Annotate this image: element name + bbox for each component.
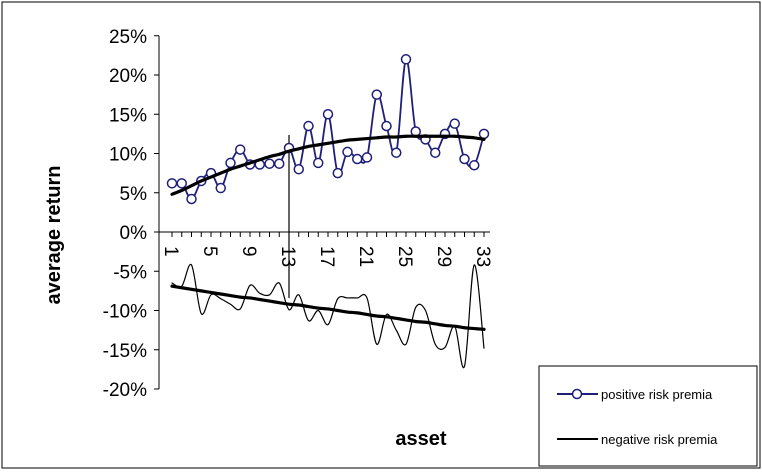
data-point xyxy=(215,182,226,194)
data-point xyxy=(342,146,353,158)
y-axis-title: average return xyxy=(43,166,65,305)
y-tick-label: 0% xyxy=(120,223,148,244)
data-point xyxy=(274,158,285,169)
data-point xyxy=(186,193,197,205)
data-point xyxy=(166,178,178,189)
data-point xyxy=(381,120,392,132)
data-point xyxy=(352,153,363,165)
plot-area xyxy=(166,54,490,369)
data-point xyxy=(430,147,441,158)
x-tick-label: 13 xyxy=(277,246,298,267)
x-tick-label: 17 xyxy=(316,246,337,267)
x-axis-title: asset xyxy=(395,428,446,450)
x-tick-label: 21 xyxy=(355,246,376,267)
y-tick-label: -10% xyxy=(103,302,147,323)
negative-risk-premia-line xyxy=(171,263,485,369)
y-tick-label: 10% xyxy=(109,145,147,166)
data-point xyxy=(459,153,470,165)
data-point xyxy=(322,109,334,120)
data-point xyxy=(176,178,187,189)
data-point xyxy=(293,163,304,175)
data-point xyxy=(303,120,314,132)
data-point xyxy=(235,144,246,155)
x-tick-label: 9 xyxy=(238,246,259,257)
x-tick-label: 29 xyxy=(433,246,454,267)
positive-trend-line xyxy=(170,134,486,196)
data-point xyxy=(264,158,275,169)
data-point xyxy=(332,167,343,179)
legend-marker-positive xyxy=(571,388,583,400)
data-point xyxy=(313,157,324,169)
y-tick-label: 5% xyxy=(120,184,148,205)
x-tick-label: 25 xyxy=(394,246,415,267)
data-point xyxy=(391,147,402,158)
data-point xyxy=(469,160,480,171)
data-point xyxy=(361,152,373,163)
y-tick-label: -20% xyxy=(103,380,147,401)
y-tick-label: 25% xyxy=(109,27,147,48)
x-axis-ticks: 1 5 9 13 17 21 25 29 33 xyxy=(160,232,493,267)
data-point xyxy=(478,128,490,140)
data-point xyxy=(371,89,382,100)
data-point xyxy=(400,54,412,65)
y-tick-label: -15% xyxy=(103,341,147,362)
legend-label-positive: positive risk premia xyxy=(601,387,713,402)
x-tick-label: 5 xyxy=(199,246,220,257)
legend: positive risk premia negative risk premi… xyxy=(538,365,758,467)
y-tick-label: 20% xyxy=(109,66,147,87)
negative-trend-line xyxy=(170,284,486,331)
data-point xyxy=(449,118,460,129)
x-tick-label: 33 xyxy=(472,246,493,267)
legend-label-negative: negative risk premia xyxy=(601,432,718,447)
data-point xyxy=(225,157,236,169)
x-tick-label: 1 xyxy=(160,246,181,257)
y-axis-ticks: 25% 20% 15% 10% 5% 0% -5% -10% -15% -20% xyxy=(103,27,159,401)
y-tick-label: -5% xyxy=(113,262,147,283)
y-tick-label: 15% xyxy=(109,105,147,126)
legend-box xyxy=(538,365,758,467)
